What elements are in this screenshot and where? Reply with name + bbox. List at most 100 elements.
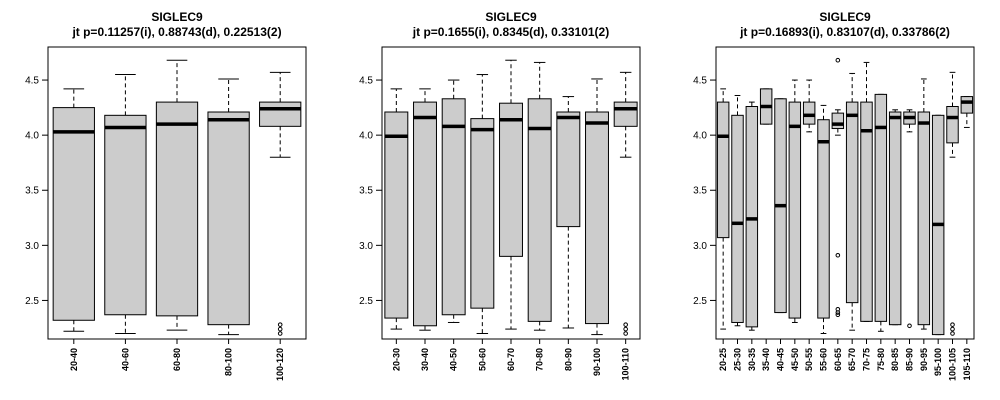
iqr-box bbox=[946, 106, 959, 144]
box-95-100 bbox=[931, 114, 945, 336]
iqr-box bbox=[585, 111, 609, 325]
x-tick-label: 50-60 bbox=[477, 348, 487, 371]
iqr-box bbox=[917, 111, 931, 326]
y-tick-label: 3.0 bbox=[359, 241, 373, 252]
x-tick-label: 70-80 bbox=[535, 348, 545, 371]
chart-subtitle: jt p=0.11257(i), 0.88743(d), 0.22513(2) bbox=[71, 25, 281, 39]
plot-frame bbox=[47, 46, 307, 340]
x-tick-label: 75-80 bbox=[876, 348, 886, 371]
outlier-point bbox=[277, 331, 283, 336]
outlier-point bbox=[907, 323, 912, 329]
iqr-box bbox=[788, 101, 802, 319]
box-55-60 bbox=[817, 104, 830, 334]
plot-frame bbox=[715, 46, 975, 340]
x-tick-label: 100-120 bbox=[275, 348, 285, 381]
box-90-95 bbox=[917, 78, 931, 330]
outlier-point bbox=[623, 331, 628, 336]
box-40-50 bbox=[441, 79, 466, 323]
box-60-65 bbox=[831, 57, 845, 318]
y-tick-label: 4.0 bbox=[693, 131, 707, 142]
box-25-30 bbox=[731, 94, 744, 327]
x-tick-label: 80-85 bbox=[890, 348, 900, 371]
box-100-110 bbox=[613, 71, 638, 336]
box-50-55 bbox=[802, 79, 816, 133]
outlier-point bbox=[835, 252, 841, 258]
box-50-60 bbox=[470, 74, 495, 334]
box-30-40 bbox=[413, 88, 437, 331]
outlier-point bbox=[277, 322, 283, 327]
x-tick-label: 25-30 bbox=[733, 348, 743, 371]
x-tick-label: 20-25 bbox=[718, 348, 728, 371]
box-65-70 bbox=[845, 72, 859, 331]
x-tick-label: 40-50 bbox=[449, 348, 459, 371]
box-70-80 bbox=[527, 61, 552, 331]
outlier-point bbox=[835, 310, 841, 315]
x-tick-label: 40-45 bbox=[776, 348, 786, 371]
x-tick-label: 80-100 bbox=[224, 348, 234, 376]
y-tick-label: 3.5 bbox=[359, 186, 373, 197]
box-105-110 bbox=[960, 96, 974, 128]
iqr-box bbox=[52, 107, 95, 321]
box-40-60 bbox=[104, 74, 147, 334]
box-35-40 bbox=[759, 88, 773, 125]
iqr-box bbox=[104, 114, 147, 316]
chart-title: SIGLEC9 bbox=[485, 10, 537, 24]
y-tick-label: 3.0 bbox=[25, 241, 39, 252]
x-tick-label: 60-70 bbox=[506, 348, 516, 371]
x-tick-label: 85-90 bbox=[905, 348, 915, 371]
iqr-box bbox=[831, 112, 845, 130]
iqr-box bbox=[888, 111, 902, 326]
y-tick-label: 4.0 bbox=[359, 131, 373, 142]
x-tick-label: 100-110 bbox=[621, 348, 631, 381]
y-tick-label: 4.5 bbox=[693, 76, 707, 87]
box-85-90 bbox=[903, 109, 916, 329]
box-20-40 bbox=[52, 88, 95, 332]
iqr-box bbox=[731, 114, 744, 323]
box-40-45 bbox=[774, 98, 787, 314]
x-tick-label: 50-55 bbox=[804, 348, 814, 371]
outlier-point bbox=[623, 322, 628, 327]
box-100-120 bbox=[259, 71, 302, 336]
x-tick-label: 30-40 bbox=[420, 348, 430, 371]
box-45-50 bbox=[788, 79, 802, 323]
y-tick-label: 2.5 bbox=[693, 296, 707, 307]
iqr-box bbox=[860, 101, 873, 322]
chart-title: SIGLEC9 bbox=[819, 10, 871, 24]
outlier-point bbox=[950, 326, 955, 332]
box-75-80 bbox=[874, 93, 888, 332]
x-tick-label: 20-40 bbox=[69, 348, 79, 371]
iqr-box bbox=[817, 119, 830, 319]
box-20-25 bbox=[716, 88, 730, 330]
x-tick-label: 95-100 bbox=[933, 348, 943, 376]
box-90-100 bbox=[585, 78, 609, 336]
iqr-box bbox=[960, 96, 974, 114]
x-tick-label: 40-60 bbox=[120, 348, 130, 371]
x-tick-label: 55-60 bbox=[819, 348, 829, 371]
iqr-box bbox=[259, 101, 302, 127]
x-tick-label: 90-95 bbox=[919, 348, 929, 371]
y-tick-label: 3.5 bbox=[25, 186, 39, 197]
outlier-point bbox=[950, 331, 955, 336]
x-tick-label: 100-105 bbox=[948, 348, 958, 381]
x-tick-label: 90-100 bbox=[592, 348, 602, 376]
x-tick-label: 70-75 bbox=[862, 348, 872, 371]
box-80-100 bbox=[207, 78, 250, 336]
iqr-box bbox=[499, 102, 523, 257]
outlier-point bbox=[277, 326, 283, 332]
y-tick-label: 3.0 bbox=[693, 241, 707, 252]
box-80-90 bbox=[556, 96, 581, 329]
box-100-105 bbox=[946, 71, 959, 336]
y-tick-label: 2.5 bbox=[25, 296, 39, 307]
y-tick-label: 2.5 bbox=[359, 296, 373, 307]
iqr-box bbox=[556, 111, 581, 228]
iqr-box bbox=[413, 101, 437, 327]
outlier-point bbox=[835, 57, 841, 63]
y-tick-label: 3.5 bbox=[693, 186, 707, 197]
iqr-box bbox=[384, 111, 409, 319]
outlier-point bbox=[623, 326, 628, 332]
iqr-box bbox=[207, 111, 250, 326]
